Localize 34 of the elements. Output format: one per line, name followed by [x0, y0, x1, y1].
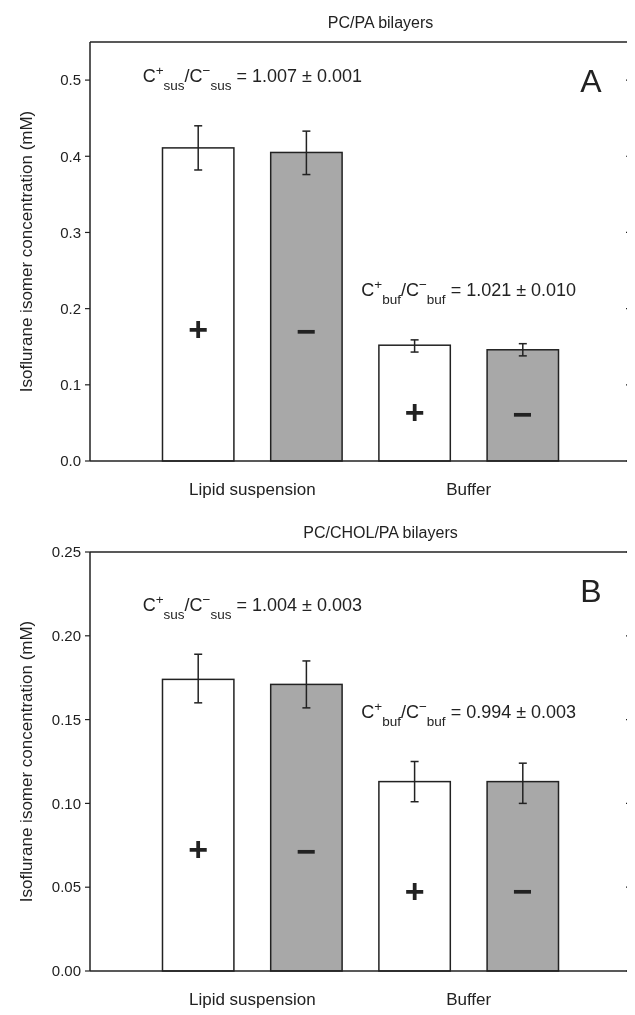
text: +	[404, 872, 425, 911]
y-tick-label: 0.05	[51, 878, 81, 896]
series-label: +	[188, 310, 209, 349]
y-axis-title: Isoflurane isomer concentration (mM)	[17, 620, 36, 903]
annotation: C$^{+}$$_{buf}$/C$^{−}$$_{buf}$ = 0.994 ± 0.003	[361, 698, 577, 729]
y-tick-label: 0.2	[60, 299, 81, 317]
y-tick-label: 0.5	[60, 71, 81, 89]
y-tick-label: 0.15	[51, 710, 81, 728]
text: −	[296, 831, 317, 870]
y-tick-label: 0.1	[60, 376, 81, 394]
text: +	[404, 393, 425, 432]
y-tick-label: 0.20	[51, 627, 81, 645]
series-label: −	[512, 395, 533, 434]
annotation: C$^{+}$$_{sus}$/C$^{−}$$_{sus}$ = 1.004 ± 0.003	[142, 591, 362, 622]
chart-title: PC/CHOL/PA bilayers	[303, 524, 458, 541]
annotation: C$^{+}$$_{buf}$/C$^{−}$$_{buf}$ = 1.021 ± 0.010	[361, 276, 577, 307]
chart-title: PC/PA bilayers	[327, 14, 434, 31]
annotation: A	[580, 63, 603, 99]
text: −	[296, 312, 317, 351]
series-label: −	[512, 872, 533, 911]
annotation: B	[580, 573, 602, 609]
annotation: C$^{+}$$_{sus}$/C$^{−}$$_{sus}$ = 1.007 ± 0.001	[142, 62, 362, 93]
y-tick-label: 0.10	[51, 794, 81, 812]
x-tick-label: Lipid suspension	[188, 990, 316, 1009]
x-tick-label: Buffer	[446, 480, 492, 499]
y-tick-label: 0.25	[51, 543, 81, 561]
y-tick-label: 0.00	[51, 962, 81, 980]
series-label: +	[188, 829, 209, 868]
y-tick-label: 0.0	[60, 452, 81, 470]
y-tick-label: 0.4	[60, 147, 81, 165]
x-tick-label: Lipid suspension	[188, 480, 316, 499]
y-tick-label: 0.3	[60, 223, 81, 241]
x-tick-label: Buffer	[446, 990, 492, 1009]
y-axis-title: Isoflurane isomer concentration (mM)	[17, 110, 36, 393]
